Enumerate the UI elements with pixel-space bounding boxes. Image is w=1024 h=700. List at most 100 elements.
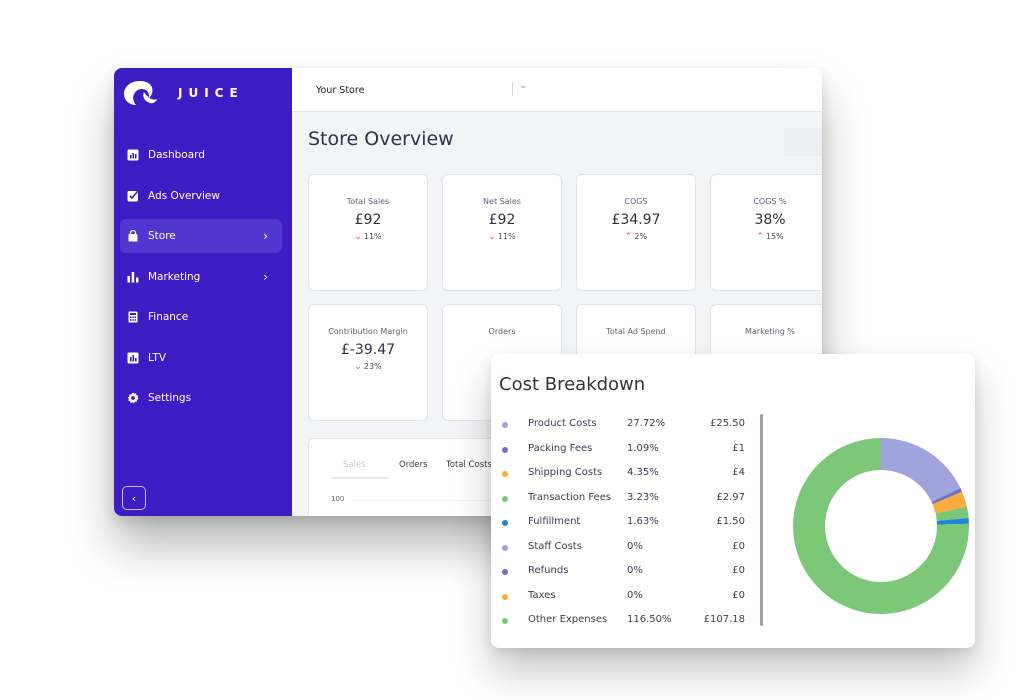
chevron-down-icon[interactable]: ⌄ (519, 80, 528, 91)
logo[interactable]: JUICE (122, 79, 244, 107)
gear-icon (127, 392, 139, 404)
arrow-up-icon: ⌃ (756, 232, 764, 242)
topbar: Your Store ⌄ (292, 68, 822, 112)
cost-amount: £2.97 (716, 491, 745, 503)
cost-percentage: 1.09% (627, 442, 659, 454)
metric-change: ⌄ 11% (443, 232, 561, 242)
cost-percentage: 3.23% (627, 491, 659, 503)
metric-change-value: 15% (765, 232, 784, 241)
metric-label: Contribution Margin (328, 327, 408, 336)
cost-amount: £0 (732, 589, 745, 601)
arrow-down-icon: ⌄ (354, 362, 362, 372)
app-window: JUICE Dashboard Ads Overview Store › Marketi… (114, 68, 822, 516)
sidebar-item-dashboard[interactable]: Dashboard (120, 138, 282, 172)
cost-name: Shipping Costs (528, 467, 603, 478)
cost-row-staff-costs: Staff Costs 0% £0 (491, 539, 753, 564)
chevron-left-icon: ‹ (131, 491, 137, 505)
cost-name: Staff Costs (528, 540, 582, 552)
cost-percentage: 27.72% (627, 418, 666, 429)
cost-row-transaction-fees: Transaction Fees 3.23% £2.97 (491, 490, 753, 515)
cost-row-packing-fees: Packing Fees 1.09% £1 (491, 441, 753, 466)
metric-card-contribution-margin[interactable]: Contribution Margin £-39.47 ⌄ 23% (308, 304, 428, 421)
sidebar-collapse-button[interactable]: ‹ (122, 486, 146, 510)
metric-card-cogs[interactable]: COGS £34.97 ⌃ 2% (576, 174, 696, 291)
donut-slice-other-expenses[interactable] (793, 438, 969, 614)
sidebar-item-label: Settings (148, 392, 192, 404)
cost-breakdown-table: Product Costs 27.72% £25.50 Packing Fees 1.0… (491, 416, 753, 637)
metric-card-cogs-pct[interactable]: COGS % 38% ⌃ 15% (710, 174, 822, 291)
cost-row-other-expenses: Other Expenses 116.50% £107.18 (491, 612, 753, 637)
sidebar-item-label: Dashboard (148, 149, 205, 161)
brand-name: JUICE (178, 86, 244, 100)
calculator-icon (127, 311, 139, 323)
legend-dot-icon (502, 471, 508, 477)
cost-amount: £4 (732, 467, 745, 478)
sidebar-item-label: Marketing (148, 270, 201, 283)
metric-value: £-39.47 (340, 342, 396, 358)
sidebar-item-finance[interactable]: Finance (120, 300, 282, 334)
sidebar-nav: Dashboard Ads Overview Store › Marketing › Fin… (114, 138, 292, 422)
metric-card-net-sales[interactable]: Net Sales £92 ⌄ 11% (442, 174, 562, 291)
donut-slice-shipping-costs[interactable] (932, 491, 967, 514)
metric-label: Total Sales (346, 197, 390, 206)
cost-breakdown-panel: Cost Breakdown Product Costs 27.72% £25.50… (491, 354, 975, 648)
metric-change: ⌄ 11% (309, 232, 427, 242)
sidebar-item-ads-overview[interactable]: Ads Overview (120, 179, 282, 213)
page-title: Store Overview (308, 128, 454, 150)
cost-row-taxes: Taxes 0% £0 (491, 588, 753, 613)
cost-name: Other Expenses (528, 614, 608, 625)
header-action-button[interactable] (784, 128, 822, 156)
bars-icon (127, 271, 139, 283)
sidebar-item-store[interactable]: Store › (120, 219, 282, 253)
donut-slice-fulfillment[interactable] (936, 517, 969, 525)
chevron-right-icon: › (263, 229, 268, 243)
cost-amount: £0 (732, 540, 745, 552)
cost-amount: £1.50 (716, 516, 745, 527)
cost-row-product-costs: Product Costs 27.72% £25.50 (491, 416, 753, 441)
tab-total-costs[interactable]: Total Costs (446, 460, 492, 470)
bar-chart-icon (127, 149, 139, 161)
metric-change-value: 11% (497, 232, 516, 241)
chevron-right-icon: › (263, 269, 268, 284)
cost-row-fulfillment: Fulfillment 1.63% £1.50 (491, 514, 753, 539)
donut-slice-transaction-fees[interactable] (935, 506, 969, 521)
metric-label: Orders (488, 327, 516, 336)
tab-sales[interactable]: Sales (343, 460, 366, 470)
tab-orders[interactable]: Orders (399, 460, 428, 470)
legend-dot-icon (502, 544, 508, 551)
metric-change: ⌄ 23% (309, 362, 427, 372)
sidebar: JUICE Dashboard Ads Overview Store › Marketi… (114, 68, 292, 516)
sidebar-item-label: LTV (148, 351, 167, 364)
cost-name: Packing Fees (528, 442, 593, 454)
sidebar-item-label: Ads Overview (148, 189, 220, 202)
scrollbar[interactable] (760, 414, 763, 626)
sidebar-item-settings[interactable]: Settings (120, 381, 282, 415)
cost-name: Product Costs (528, 418, 597, 429)
sidebar-item-label: Store (148, 230, 176, 242)
store-selector[interactable]: Your Store (316, 85, 365, 96)
donut-slice-packing-fees[interactable] (931, 488, 963, 505)
cost-amount: £107.18 (703, 614, 745, 625)
cost-percentage: 1.63% (627, 516, 659, 527)
sidebar-item-label: Finance (148, 311, 189, 323)
cost-amount: £1 (732, 442, 745, 454)
y-axis-tick: 100 (331, 495, 345, 503)
metric-label: Total Ad Spend (606, 327, 666, 336)
metric-change: ⌃ 15% (711, 232, 822, 242)
metric-label: COGS (624, 197, 648, 206)
metric-label: Net Sales (483, 197, 521, 206)
checkbox-icon (127, 190, 139, 202)
metric-change-value: 2% (634, 232, 648, 241)
sidebar-item-marketing[interactable]: Marketing › (120, 260, 282, 294)
cost-name: Taxes (528, 589, 556, 601)
cost-breakdown-title: Cost Breakdown (499, 374, 646, 395)
metric-value: £34.97 (611, 212, 661, 228)
donut-slice-product-costs[interactable] (881, 438, 961, 502)
metric-card-total-sales[interactable]: Total Sales £92 ⌄ 11% (308, 174, 428, 291)
legend-dot-icon (502, 618, 508, 624)
sidebar-item-ltv[interactable]: LTV (120, 341, 282, 375)
cost-row-shipping-costs: Shipping Costs 4.35% £4 (491, 465, 753, 490)
legend-dot-icon (502, 520, 508, 526)
cost-amount: £25.50 (710, 418, 745, 429)
tab-underline (331, 477, 389, 479)
